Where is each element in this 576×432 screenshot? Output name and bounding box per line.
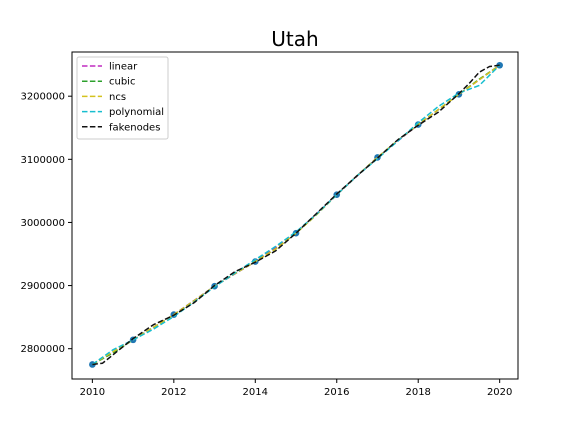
y-tick-label: 3000000 (20, 218, 65, 229)
legend-label-ncs: ncs (109, 92, 126, 103)
y-tick-label: 3100000 (20, 155, 65, 166)
legend-label-linear: linear (109, 62, 138, 73)
x-tick-label: 2014 (243, 387, 268, 398)
y-tick-label: 2900000 (20, 281, 65, 292)
plot-area: 2010 2012 2014 2016 2018 2020 2800000 2900000 30… (20, 61, 512, 398)
x-tick-label: 2012 (161, 387, 186, 398)
legend-label-polynomial: polynomial (109, 107, 164, 118)
legend: linear cubic ncs polynomial fakenodes (76, 56, 169, 140)
y-tick-label: 3200000 (20, 92, 65, 103)
series-line-fakenodes (92, 64, 500, 366)
legend-label-fakenodes: fakenodes (109, 122, 160, 133)
x-tick-label: 2020 (487, 387, 512, 398)
x-tick-label: 2016 (324, 387, 349, 398)
series-line-ncs (91, 64, 501, 366)
chart-title: Utah (271, 27, 318, 51)
x-tick-label: 2010 (80, 387, 105, 398)
legend-label-cubic: cubic (109, 77, 135, 88)
y-tick-label: 2800000 (20, 344, 65, 355)
series-group (89, 61, 503, 368)
legend-box (76, 56, 169, 140)
plot-frame (71, 51, 519, 380)
x-tick-label: 2018 (405, 387, 430, 398)
